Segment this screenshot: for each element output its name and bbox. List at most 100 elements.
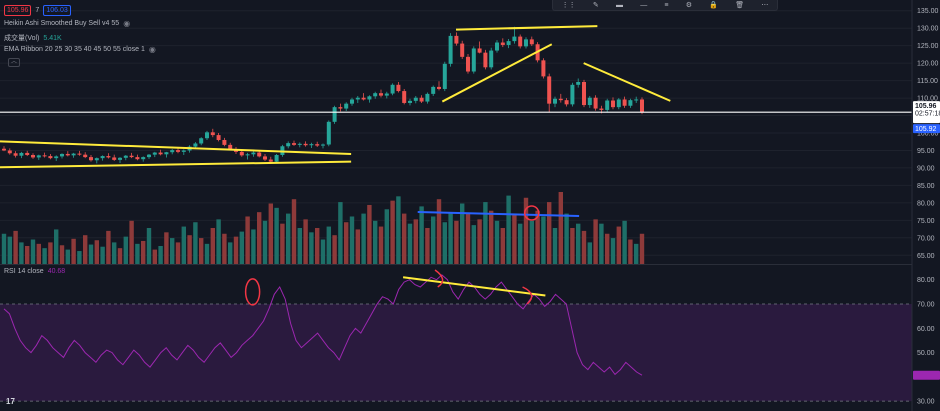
- delete-icon[interactable]: 🗑: [735, 2, 745, 9]
- price-tick-label: 115.00: [917, 78, 938, 85]
- candle-body: [170, 150, 175, 153]
- line-style-icon[interactable]: —: [640, 1, 648, 9]
- candle-body: [384, 93, 389, 96]
- rsi-name: RSI 14 close: [4, 268, 44, 275]
- volume-bar: [541, 216, 546, 264]
- candle-body: [100, 156, 105, 159]
- last-price-tag: [913, 124, 940, 134]
- eye-icon[interactable]: ◉: [123, 19, 131, 28]
- candle-body: [216, 135, 221, 140]
- ask-price-chip[interactable]: 106.03: [43, 5, 71, 16]
- price-tick-label: 75.00: [917, 218, 935, 225]
- volume-bar: [628, 239, 633, 264]
- indicator-legend-volume[interactable]: 成交量(Vol) 5.41K: [4, 33, 62, 43]
- volume-bar: [274, 207, 279, 264]
- volume-bar: [547, 202, 552, 264]
- candle-body: [576, 81, 581, 85]
- volume-bar: [106, 230, 111, 264]
- volume-bar: [320, 239, 326, 264]
- candle-body: [512, 36, 517, 42]
- rsi-band: [0, 304, 912, 402]
- color-icon[interactable]: ▬: [615, 1, 623, 9]
- volume-bar: [129, 220, 134, 264]
- candle-body: [263, 156, 267, 160]
- indicator-legend-ema[interactable]: EMA Ribbon 20 25 30 35 40 45 50 55 close…: [4, 45, 156, 54]
- candle-body: [477, 48, 482, 53]
- rsi-tick-label: 70.00: [917, 302, 935, 309]
- candle-body: [222, 139, 227, 145]
- ema-name: EMA Ribbon 20 25 30 35 40 45 50 55 close…: [4, 46, 145, 53]
- pencil-icon[interactable]: ✎: [592, 2, 599, 9]
- volume-bar: [622, 220, 627, 264]
- candle-body: [558, 98, 563, 101]
- rsi-pane: [0, 274, 912, 402]
- drawings[interactable]: [0, 25, 671, 306]
- rsi-value: 40.68: [47, 268, 66, 275]
- candle-body: [419, 97, 424, 102]
- lock-icon[interactable]: 🔒: [709, 2, 718, 9]
- candle-body: [640, 99, 644, 113]
- volume-bar: [193, 222, 198, 264]
- candle-body: [518, 36, 523, 47]
- settings-icon[interactable]: ⚙: [685, 2, 693, 9]
- drag-handle-icon[interactable]: ⋮⋮: [561, 2, 576, 9]
- candle-body: [147, 154, 151, 158]
- pane-divider[interactable]: [0, 264, 912, 265]
- candle-body: [616, 99, 621, 108]
- volume-bar: [303, 219, 308, 264]
- candle-body: [257, 152, 262, 157]
- volume-bar: [199, 238, 204, 264]
- rsi-peak-mark: [434, 269, 444, 288]
- volume-bar: [413, 219, 418, 264]
- volume-bar: [251, 229, 256, 264]
- price-tick-label: 85.00: [917, 183, 935, 190]
- volume-bar: [581, 230, 587, 264]
- candle-body: [181, 150, 186, 152]
- drawing-toolbar[interactable]: ⋮⋮ ✎ ▬ — ≡ ⚙ 🔒 🗑 ⋯: [552, 0, 778, 11]
- volume-bar: [112, 242, 117, 264]
- indicator-legend-heikin[interactable]: Heikin Ashi Smoothed Buy Sell v4 55 ◉: [4, 19, 130, 28]
- volume-bar: [48, 242, 53, 264]
- volume-bar: [59, 245, 65, 264]
- volume-bar: [599, 223, 604, 264]
- candle-body: [547, 76, 552, 104]
- bid-price-chip[interactable]: 105.96: [4, 5, 32, 16]
- candle-body: [564, 100, 569, 105]
- candle-body: [268, 159, 273, 162]
- volume-bar: [13, 230, 18, 264]
- volume-bar: [494, 220, 500, 264]
- rsi-line: [3, 274, 643, 376]
- candle-body: [135, 157, 140, 160]
- more-icon[interactable]: ⋯: [761, 2, 769, 9]
- tradingview-logo-icon[interactable]: 17: [6, 397, 15, 406]
- volume-bar: [117, 248, 123, 264]
- volume-bar: [7, 236, 12, 264]
- volume-bar: [425, 228, 430, 264]
- price-tick-label: 70.00: [917, 235, 935, 242]
- candle-body: [118, 157, 122, 160]
- volume-bar: [286, 213, 291, 264]
- volume-bar: [146, 228, 152, 264]
- volume-bar: [639, 233, 645, 264]
- rsi-legend[interactable]: RSI 14 close 40.68: [4, 268, 65, 275]
- volume-bar: [570, 228, 575, 264]
- candle-body: [274, 155, 279, 162]
- eye-icon[interactable]: ◉: [148, 45, 156, 54]
- line-width-icon[interactable]: ≡: [664, 1, 669, 9]
- price-axis[interactable]: 135.00130.00125.00120.00115.00110.00105.…: [911, 0, 940, 411]
- collapse-legend-button[interactable]: ︿: [8, 58, 20, 67]
- candle-body: [315, 144, 320, 146]
- volume-bar: [402, 213, 407, 264]
- volume-bar: [355, 229, 360, 264]
- volume-bar: [216, 219, 221, 264]
- volume-bar: [152, 249, 157, 264]
- volume-bar: [396, 196, 401, 264]
- candle-body: [599, 108, 604, 110]
- trendline: [0, 160, 352, 169]
- volume-bar: [436, 199, 442, 264]
- volume-bar: [141, 240, 146, 264]
- rsi-tick-label: 80.00: [917, 277, 935, 284]
- rsi-peak-mark: [522, 286, 533, 305]
- price-tick-label: 125.00: [917, 43, 939, 50]
